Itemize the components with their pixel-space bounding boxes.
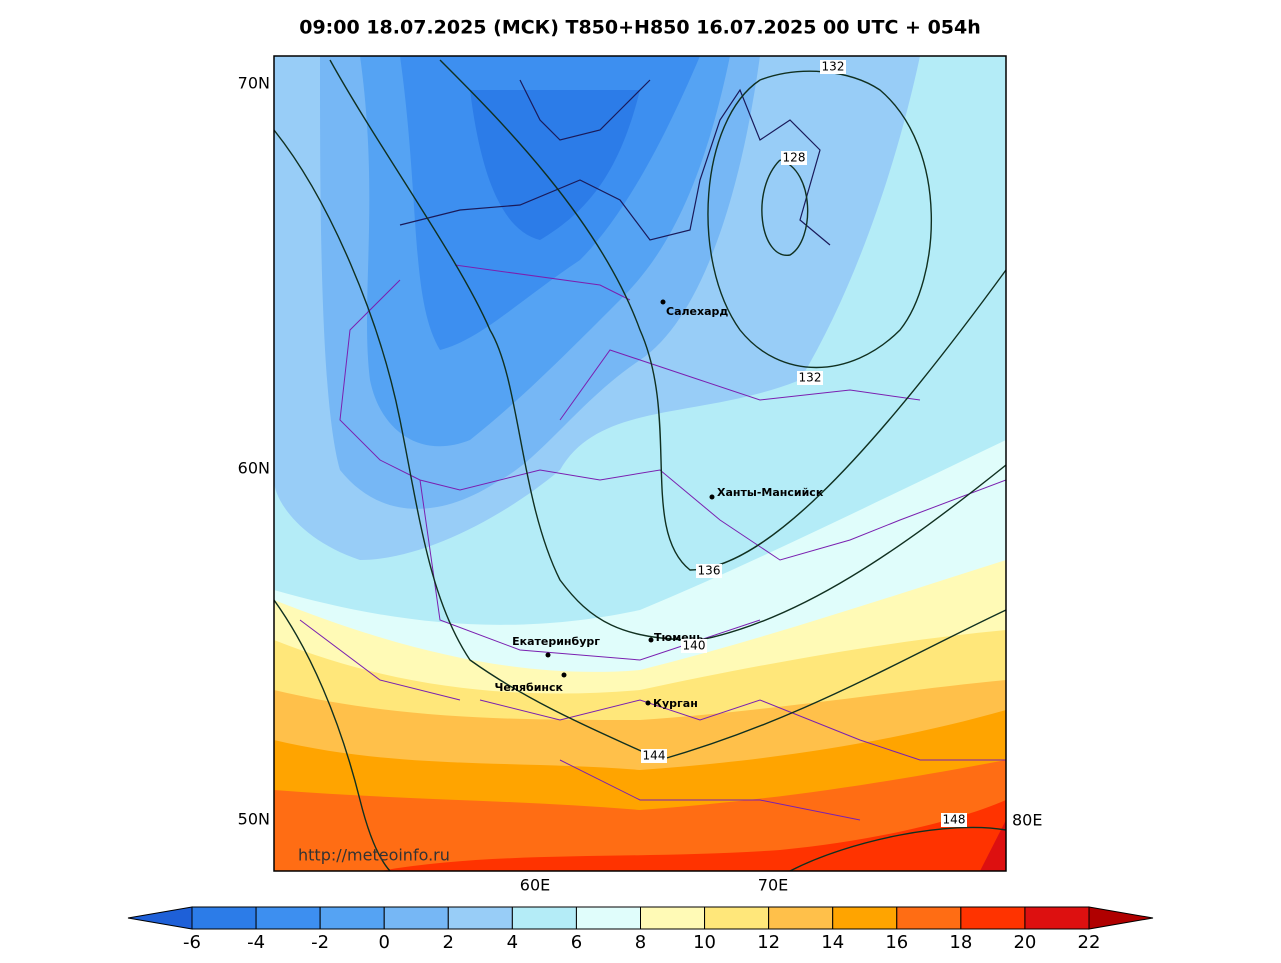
lat-label: 70N — [238, 74, 270, 93]
city-label: Екатеринбург — [512, 635, 600, 648]
contour-label: 128 — [783, 151, 806, 165]
contour-label: 140 — [683, 639, 706, 653]
temperature-field — [274, 56, 1006, 871]
colorbar-tick-label: 2 — [443, 932, 454, 953]
city-dot — [545, 652, 551, 658]
colorbar-tick-label: 4 — [507, 932, 518, 953]
colorbar-tick-label: -6 — [183, 932, 201, 953]
temperature-band — [470, 90, 640, 240]
colorbar-box — [447, 906, 513, 930]
colorbar-tick-label: 8 — [635, 932, 646, 953]
colorbar-tick-label: 0 — [378, 932, 389, 953]
city-label: Челябинск — [495, 681, 564, 694]
colorbar-over — [1088, 906, 1154, 930]
lat-label: 50N — [238, 810, 270, 829]
city-label: Курган — [653, 697, 698, 710]
colorbar-box — [896, 906, 962, 930]
lon-label: 60E — [520, 876, 550, 895]
contour-label-bg — [941, 813, 967, 827]
colorbar-under — [127, 906, 193, 930]
contour-label-bg — [641, 749, 667, 763]
contour-label: 132 — [799, 371, 822, 385]
colorbar-box — [704, 906, 770, 930]
map-frame — [273, 55, 1007, 872]
colorbar-box — [575, 906, 642, 930]
colorbar-box — [319, 906, 385, 930]
coastline — [399, 79, 831, 246]
colorbar-box — [768, 906, 834, 930]
contour-label-bg — [797, 371, 823, 385]
title: 09:00 18.07.2025 (МСК) T850+H850 16.07.2… — [299, 17, 981, 39]
colorbar-tick-label: 14 — [821, 932, 844, 953]
city-dot — [648, 637, 654, 643]
colorbar-box — [960, 906, 1026, 930]
city-dot — [561, 672, 567, 678]
labels: 70N 60N 50N 60E 70E 80E Салехард Ханты-Мансийск… — [238, 60, 1043, 895]
temperature-band — [380, 800, 1006, 871]
lat-label: 60N — [238, 459, 270, 478]
contour-label-bg — [696, 564, 722, 578]
colorbar-box — [383, 906, 449, 930]
colorbar-tick-label: 12 — [757, 932, 780, 953]
city-dot — [660, 299, 666, 305]
colorbar-box — [511, 906, 577, 930]
temperature-band — [274, 760, 1006, 871]
colorbar-box — [255, 906, 321, 930]
contour-label-bg — [781, 151, 807, 165]
colorbar-tick-label: -2 — [311, 932, 329, 953]
colorbar-tick-label: 22 — [1078, 932, 1101, 953]
colorbar-tick-label: 18 — [949, 932, 972, 953]
colorbar-tick-label: 16 — [885, 932, 908, 953]
colorbar-tick-label: 6 — [571, 932, 582, 953]
contour-label: 148 — [943, 813, 966, 827]
borders — [299, 264, 1006, 821]
colorbar-box — [1024, 906, 1090, 930]
contour-label: 136 — [698, 564, 721, 578]
contour-label-bg — [681, 639, 707, 653]
contour-label: 144 — [643, 749, 666, 763]
colorbar-tick-label: -4 — [247, 932, 265, 953]
city-label: Ханты-Мансийск — [717, 486, 824, 499]
colorbar-box — [640, 906, 706, 930]
source-url: http://meteoinfo.ru — [298, 846, 450, 865]
city-label: Салехард — [666, 305, 728, 318]
city-dot — [645, 700, 651, 706]
contour-label: 132 — [822, 60, 845, 74]
colorbar-box — [832, 906, 898, 930]
contour-label-bg — [820, 60, 846, 74]
lon-label: 70E — [758, 876, 788, 895]
height-contours — [274, 59, 1006, 871]
colorbar-tick-label: 20 — [1013, 932, 1036, 953]
lon-label: 80E — [1012, 811, 1042, 830]
city-dot — [709, 494, 715, 500]
colorbar: -6 -4 -2 0 2 4 6 8 10 12 14 16 18 20 22 — [127, 906, 1154, 953]
colorbar-tick-label: 10 — [693, 932, 716, 953]
temperature-band — [980, 820, 1006, 871]
colorbar-box — [191, 906, 257, 930]
